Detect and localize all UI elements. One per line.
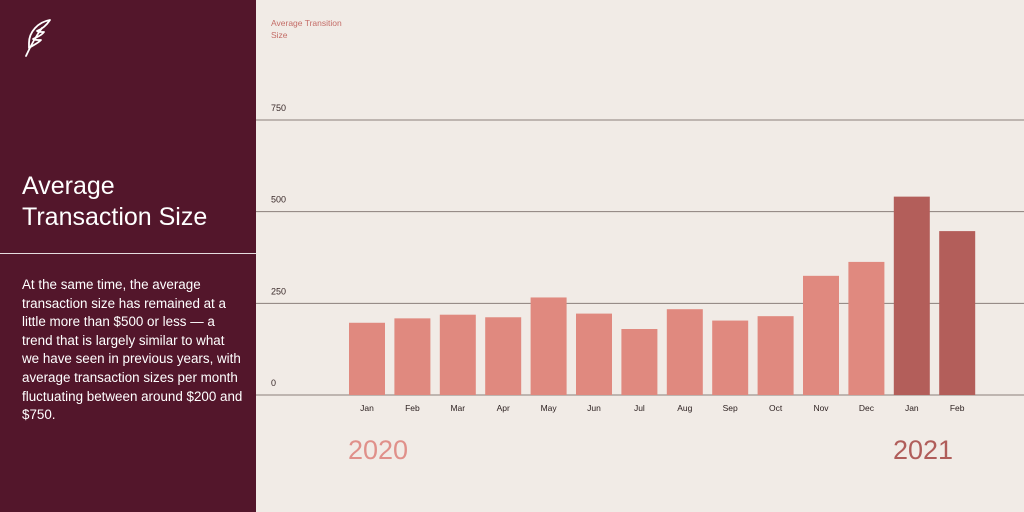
x-tick-label: Aug xyxy=(677,403,692,413)
x-tick-label: Jun xyxy=(587,403,601,413)
bar xyxy=(349,322,385,395)
feather-icon xyxy=(25,19,51,57)
bar xyxy=(848,261,885,395)
bar xyxy=(439,314,476,395)
x-tick-label: Jul xyxy=(634,403,645,413)
x-tick-label: Feb xyxy=(405,403,420,413)
description-text: At the same time, the average transactio… xyxy=(22,277,243,423)
x-tick-label: Nov xyxy=(813,403,829,413)
x-tick-label: Jan xyxy=(905,403,919,413)
bar xyxy=(712,320,749,395)
bar xyxy=(394,318,431,395)
y-tick-label: 250 xyxy=(271,286,286,296)
y-axis-label: Average Transition Size xyxy=(271,18,342,40)
bar xyxy=(576,313,612,395)
y-tick-label: 750 xyxy=(271,103,286,113)
bar xyxy=(621,329,658,395)
bar xyxy=(757,316,794,395)
sidebar: Average Transaction Size At the same tim… xyxy=(0,0,256,512)
page-title: Average Transaction Size xyxy=(22,172,208,231)
bar xyxy=(893,196,930,395)
bar xyxy=(530,297,567,395)
y-tick-label: 500 xyxy=(271,195,286,205)
x-tick-label: Dec xyxy=(859,403,875,413)
x-tick-label: Feb xyxy=(950,403,965,413)
year-label-2021: 2021 xyxy=(893,435,954,465)
x-tick-label: Jan xyxy=(360,403,374,413)
bar xyxy=(485,317,522,395)
divider xyxy=(0,253,256,254)
bar xyxy=(803,275,839,395)
x-tick-label: May xyxy=(541,403,558,413)
bar xyxy=(939,231,976,395)
bar-chart: 0 250 500 750 Jan Feb Mar Apr May Jun Jul Aug Sep Oct… xyxy=(256,103,1024,413)
x-tick-label: Sep xyxy=(723,403,738,413)
y-tick-label: 0 xyxy=(271,378,276,388)
x-tick-label: Oct xyxy=(769,403,783,413)
x-tick-label: Mar xyxy=(450,403,465,413)
bar xyxy=(666,309,703,395)
year-label-2020: 2020 xyxy=(348,435,409,465)
x-tick-label: Apr xyxy=(497,403,510,413)
